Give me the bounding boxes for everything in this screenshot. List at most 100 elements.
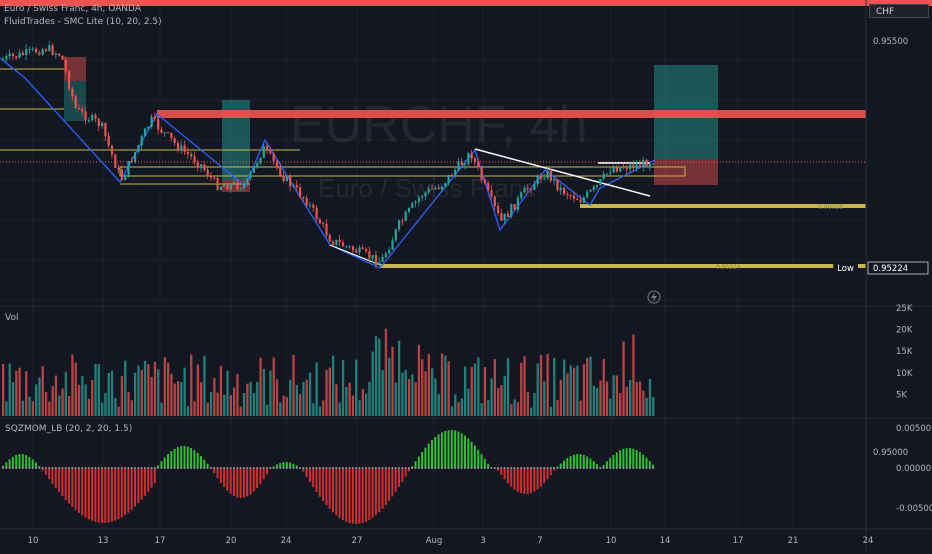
candle-body-189 xyxy=(625,168,628,170)
candle-body-103 xyxy=(341,242,345,247)
candle-body-159 xyxy=(526,187,529,190)
momentum-bar-50 xyxy=(167,454,169,468)
squeeze-dot-94 xyxy=(312,467,315,469)
squeeze-dot-176 xyxy=(582,467,585,469)
volume-bar-33 xyxy=(110,370,114,416)
volume-bar-161 xyxy=(533,392,536,416)
squeeze-dot-159 xyxy=(526,467,529,469)
volume-bar-2 xyxy=(8,363,11,416)
momentum-bar-101 xyxy=(335,468,338,516)
squeeze-dot-33 xyxy=(110,467,113,469)
candle-body-27 xyxy=(91,114,94,121)
momentum-bar-136 xyxy=(450,430,453,468)
osc-tick-0: 0.00500 xyxy=(896,424,931,434)
candle-body-180 xyxy=(596,185,599,187)
squeeze-dot-0 xyxy=(2,467,4,469)
time-label-7: 3 xyxy=(480,536,485,546)
zone-label-0.95224: 0.95224 xyxy=(716,264,741,271)
volume-bar-137 xyxy=(454,394,457,416)
squeeze-dot-110 xyxy=(365,467,367,469)
candle-body-179 xyxy=(592,186,595,190)
momentum-bar-112 xyxy=(371,468,374,518)
squeeze-dot-125 xyxy=(414,467,417,469)
price-axis[interactable]: 0.97859High0.976250.974660.973760.972270… xyxy=(5,0,932,514)
candle-body-164 xyxy=(543,178,546,180)
candle-body-193 xyxy=(638,164,642,168)
price-label-15: 0.95500 xyxy=(873,37,908,47)
volume-bar-195 xyxy=(645,397,648,416)
volume-bar-49 xyxy=(163,357,166,416)
squeeze-dot-107 xyxy=(355,467,358,469)
squeeze-dot-22 xyxy=(74,467,77,469)
squeeze-dot-28 xyxy=(94,467,97,469)
time-axis[interactable]: 10 13 17 20 24 27 Aug 3 7 10 14 17 21 24 xyxy=(28,536,874,546)
candle-body-178 xyxy=(589,189,592,192)
volume-bar-196 xyxy=(648,378,652,416)
candle-body-42 xyxy=(140,136,143,146)
volume-bar-124 xyxy=(411,374,414,416)
lightning-icon[interactable] xyxy=(647,290,661,304)
candle-body-113 xyxy=(374,254,378,265)
candle-body-187 xyxy=(619,166,622,172)
volume-bar-35 xyxy=(117,406,120,416)
momentum-bar-12 xyxy=(41,468,44,471)
price-label-16: Low xyxy=(837,264,854,274)
volume-bar-39 xyxy=(130,400,133,416)
momentum-bar-78 xyxy=(259,468,262,484)
volume-bar-72 xyxy=(239,406,242,416)
candle-body-105 xyxy=(348,246,351,248)
volume-bar-173 xyxy=(572,367,576,416)
squeeze-dot-121 xyxy=(401,467,404,469)
volume-bar-105 xyxy=(348,382,351,416)
momentum-bar-117 xyxy=(388,468,391,501)
squeeze-dot-64 xyxy=(213,467,216,469)
momentum-bar-68 xyxy=(226,468,229,491)
candle-body-185 xyxy=(612,167,615,173)
volume-bar-183 xyxy=(605,381,609,416)
momentum-bar-166 xyxy=(549,468,552,475)
momentum-bar-51 xyxy=(170,451,173,468)
currency-button[interactable]: CHF xyxy=(869,4,929,18)
supply-zone-level xyxy=(157,110,866,118)
momentum-bar-194 xyxy=(642,454,645,468)
momentum-bar-92 xyxy=(305,468,308,477)
momentum-bar-163 xyxy=(539,468,542,487)
volume-bar-36 xyxy=(120,376,124,416)
volume-bar-31 xyxy=(104,392,107,416)
squeeze-dot-19 xyxy=(64,467,67,469)
momentum-bar-158 xyxy=(523,468,526,494)
momentum-bar-15 xyxy=(51,468,54,484)
candle-body-101 xyxy=(335,239,338,245)
volume-bar-166 xyxy=(549,406,553,416)
volume-bar-27 xyxy=(91,379,94,416)
volume-bar-41 xyxy=(137,365,140,416)
momentum-bar-143 xyxy=(473,445,476,468)
candle-body-57 xyxy=(190,154,193,157)
volume-bar-112 xyxy=(371,351,374,416)
momentum-bar-160 xyxy=(530,468,532,494)
squeeze-dot-135 xyxy=(447,467,450,469)
squeeze-dot-147 xyxy=(487,467,490,469)
volume-bar-44 xyxy=(147,364,150,416)
volume-bar-165 xyxy=(546,354,549,416)
candle-body-8 xyxy=(28,48,31,50)
momentum-bar-76 xyxy=(252,468,255,492)
candle-body-170 xyxy=(563,187,566,195)
momentum-bar-120 xyxy=(398,468,400,487)
volume-bar-22 xyxy=(74,362,77,416)
momentum-bar-96 xyxy=(318,468,321,497)
squeeze-dot-16 xyxy=(54,467,57,469)
volume-bar-145 xyxy=(480,402,483,416)
indicator-legend[interactable]: FluidTrades - SMC Lite (10, 20, 2.5) xyxy=(4,17,162,27)
volume-bar-28 xyxy=(94,363,97,416)
momentum-bar-72 xyxy=(239,468,242,498)
squeeze-dot-1 xyxy=(5,467,8,469)
squeeze-dot-122 xyxy=(404,467,407,469)
squeeze-dot-195 xyxy=(645,467,648,469)
momentum-bar-152 xyxy=(503,468,506,480)
candles-layer xyxy=(2,40,655,269)
momentum-bar-189 xyxy=(625,448,628,468)
candle-body-40 xyxy=(134,151,137,162)
